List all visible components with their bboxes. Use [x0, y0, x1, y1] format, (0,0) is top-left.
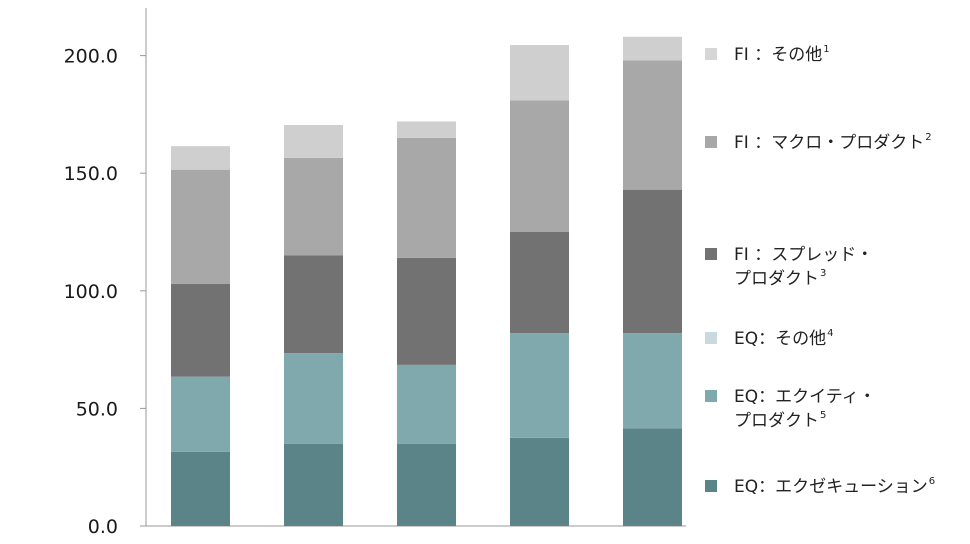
bar-segment-3-series-5	[397, 137, 456, 258]
legend-label: FI ：その他	[734, 45, 822, 65]
y-tick-label: 200.0	[64, 46, 118, 68]
bar-segment-4-series-2	[510, 333, 569, 438]
legend-label: プロダクト	[734, 411, 819, 431]
legend-footnote: 5	[820, 410, 826, 421]
bar-segment-2-series-4	[284, 255, 343, 354]
bars	[171, 36, 682, 526]
legend-label: プロダクト	[734, 269, 819, 289]
legend-footnote: 4	[827, 328, 833, 339]
bar-segment-1-series-2	[171, 376, 230, 452]
y-tick-label: 100.0	[64, 281, 118, 303]
legend-swatch	[705, 248, 717, 260]
legend-footnote: 2	[925, 132, 931, 143]
bar-segment-5-series-4	[623, 189, 682, 334]
bar-segment-4-series-1	[510, 437, 569, 526]
legend-footnote: 1	[823, 44, 829, 55]
legend-label: EQ：エクイティ・	[734, 387, 876, 407]
bar-segment-3-series-6	[397, 121, 456, 138]
bar-segment-5-series-6	[623, 36, 682, 61]
y-tick-label: 50.0	[76, 398, 118, 420]
bar-segment-4-series-6	[510, 45, 569, 101]
bar-segment-3-series-4	[397, 257, 456, 365]
legend-footnote: 3	[820, 268, 826, 279]
legend-label: FI ：マクロ・プロダクト	[734, 133, 924, 153]
legend-swatch	[705, 48, 717, 60]
bar-segment-3-series-2	[397, 364, 456, 444]
bar-segment-2-series-6	[284, 124, 343, 158]
legend-swatch	[705, 136, 717, 148]
bar-segment-3-series-1	[397, 443, 456, 526]
bar-segment-2-series-1	[284, 443, 343, 526]
bar-segment-1-series-5	[171, 169, 230, 284]
bar-segment-1-series-6	[171, 146, 230, 170]
bar-segment-2-series-2	[284, 353, 343, 444]
y-tick-label: 0.0	[88, 516, 118, 538]
legend-swatch	[705, 332, 717, 344]
legend-label: FI ：スプレッド・	[734, 245, 873, 265]
bar-segment-2-series-5	[284, 157, 343, 256]
legend-label: EQ：その他	[734, 329, 826, 349]
legend: FI ：その他 1FI ：マクロ・プロダクト 2FI ：スプレッド・プロダクト 3EQ…	[705, 44, 935, 497]
bar-segment-4-series-5	[510, 100, 569, 233]
bar-segment-5-series-1	[623, 428, 682, 526]
axis: 0.0 50.0 100.0 150.0 200.0	[64, 8, 686, 538]
y-tick-label: 150.0	[64, 163, 118, 185]
bar-segment-1-series-4	[171, 283, 230, 377]
bar-segment-4-series-4	[510, 232, 569, 334]
legend-swatch	[705, 390, 717, 402]
legend-swatch	[705, 480, 717, 492]
bar-segment-5-series-5	[623, 60, 682, 190]
legend-footnote: 6	[929, 476, 935, 487]
bar-segment-5-series-2	[623, 333, 682, 429]
bar-segment-1-series-1	[171, 451, 230, 526]
legend-label: EQ：エクゼキューション	[734, 477, 928, 497]
